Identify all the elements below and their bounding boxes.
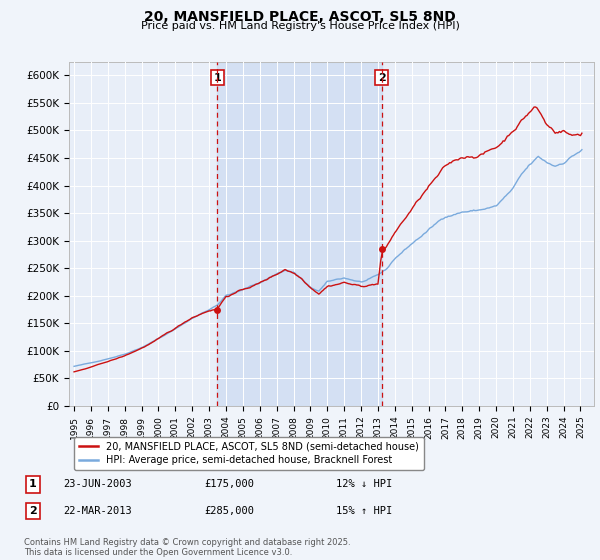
Text: 23-JUN-2003: 23-JUN-2003: [63, 479, 132, 489]
Legend: 20, MANSFIELD PLACE, ASCOT, SL5 8ND (semi-detached house), HPI: Average price, s: 20, MANSFIELD PLACE, ASCOT, SL5 8ND (sem…: [74, 437, 424, 470]
Text: 2: 2: [378, 73, 386, 83]
Text: Price paid vs. HM Land Registry's House Price Index (HPI): Price paid vs. HM Land Registry's House …: [140, 21, 460, 31]
Bar: [217, 62, 382, 406]
Text: £175,000: £175,000: [204, 479, 254, 489]
Text: 2: 2: [29, 506, 37, 516]
Text: 1: 1: [29, 479, 37, 489]
Text: 15% ↑ HPI: 15% ↑ HPI: [336, 506, 392, 516]
Text: 12% ↓ HPI: 12% ↓ HPI: [336, 479, 392, 489]
Text: 22-MAR-2013: 22-MAR-2013: [63, 506, 132, 516]
Text: £285,000: £285,000: [204, 506, 254, 516]
Text: Contains HM Land Registry data © Crown copyright and database right 2025.
This d: Contains HM Land Registry data © Crown c…: [24, 538, 350, 557]
Text: 1: 1: [214, 73, 221, 83]
Text: 20, MANSFIELD PLACE, ASCOT, SL5 8ND: 20, MANSFIELD PLACE, ASCOT, SL5 8ND: [144, 10, 456, 24]
